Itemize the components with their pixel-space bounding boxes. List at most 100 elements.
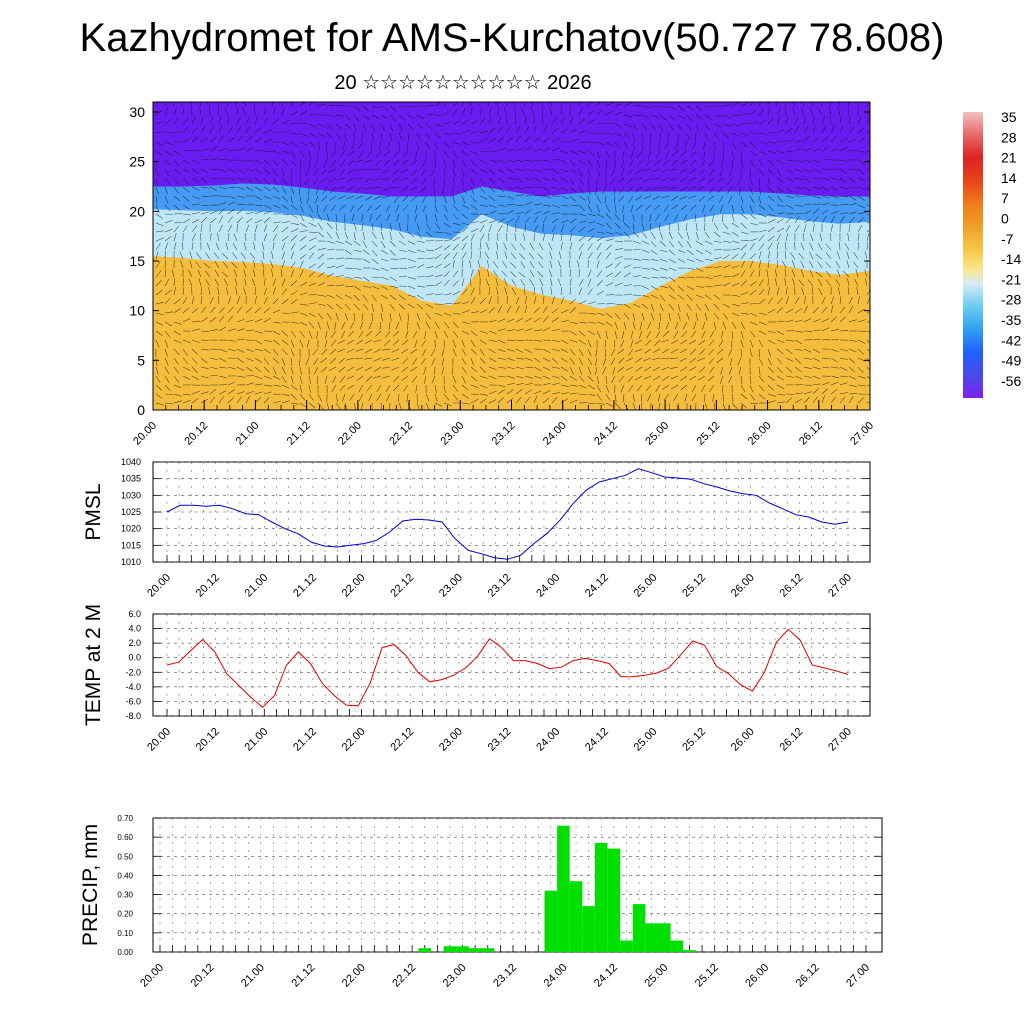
precip-y-tick-label: 0.50 xyxy=(117,852,133,861)
precip-x-tick-label: 21.12 xyxy=(289,962,317,990)
pmsl-y-tick-label: 1010 xyxy=(121,557,141,567)
pmsl-x-tick-label: 24.00 xyxy=(534,572,562,600)
precip-bar xyxy=(481,948,495,952)
pmsl-x-tick-label: 26.00 xyxy=(729,572,757,600)
pmsl-panel: 1040 1035 1030 1025 1020 1015 1010 20.00 20.12 21… xyxy=(82,457,871,600)
precip-x-tick-label: 23.12 xyxy=(491,962,519,990)
precip-bar xyxy=(670,940,684,952)
colorbar-label: 21 xyxy=(1001,150,1017,166)
pmsl-x-tick-label: 22.00 xyxy=(340,572,368,600)
precip-bar xyxy=(607,848,621,952)
cross-section-x-tick-label: 22.00 xyxy=(336,420,364,448)
precip-bar xyxy=(443,946,457,952)
cross-section-y-tick-label: 25 xyxy=(129,154,145,170)
cross-section-x-tick-label: 21.00 xyxy=(234,420,262,448)
colorbar-label: -35 xyxy=(1001,312,1021,328)
colorbar-label: -42 xyxy=(1001,332,1021,348)
precip-bars xyxy=(418,825,696,952)
precip-bar xyxy=(632,904,646,952)
colorbar-label: 28 xyxy=(1001,129,1017,145)
pmsl-x-tick-label: 25.12 xyxy=(680,572,708,600)
temp-x-tick-label: 21.00 xyxy=(242,726,270,754)
cross-section-x-tick-label: 26.12 xyxy=(797,420,825,448)
cross-section-x-tick-label: 20.12 xyxy=(182,420,210,448)
pmsl-y-tick-label: 1020 xyxy=(121,524,141,534)
cross-section-x-tick-label: 25.12 xyxy=(695,420,723,448)
precip-bar xyxy=(645,923,658,952)
pmsl-x-tick-label: 27.00 xyxy=(826,572,854,600)
temp-x-tick-label: 20.00 xyxy=(145,726,173,754)
colorbar-label: -56 xyxy=(1001,373,1021,389)
colorbar-label: 0 xyxy=(1001,211,1009,227)
cross-section-x-tick-label: 20.00 xyxy=(131,420,159,448)
temp-y-tick-label: -6.0 xyxy=(125,696,141,706)
temp-x-tick-label: 25.00 xyxy=(632,726,660,754)
pmsl-x-tick-label: 20.00 xyxy=(145,572,173,600)
precip-y-tick-label: 0.10 xyxy=(117,929,133,938)
precip-x-tick-label: 26.00 xyxy=(743,962,771,990)
cold-layer xyxy=(153,102,870,197)
colorbar-label: -49 xyxy=(1001,353,1021,369)
cross-section-x-tick-label: 26.00 xyxy=(746,420,774,448)
temp-y-tick-label: 0.0 xyxy=(128,653,141,663)
precip-bar xyxy=(582,906,595,952)
colorbar-label: 35 xyxy=(1001,109,1017,125)
pmsl-x-tick-label: 22.12 xyxy=(388,572,416,600)
cross-section-y-tick-label: 15 xyxy=(129,253,145,269)
temp-x-tick-label: 27.00 xyxy=(826,726,854,754)
cross-section-y-tick-label: 30 xyxy=(129,104,145,120)
temp-x-tick-label: 24.12 xyxy=(583,726,611,754)
page-subtitle: 20 ☆☆☆☆☆☆☆☆☆☆ 2026 xyxy=(334,72,592,94)
temp-x-tick-label: 26.12 xyxy=(778,726,806,754)
temp-x-tick-label: 20.12 xyxy=(194,726,222,754)
colorbar: 35 28 21 14 7 0 -7 -14 -21 -28 -35 -42 -49 -56 xyxy=(963,109,1021,398)
precip-x-tick-label: 24.12 xyxy=(592,962,620,990)
cross-section-y-axis: 0 5 10 15 20 25 30 xyxy=(129,104,870,418)
cross-section-x-tick-label: 22.12 xyxy=(387,420,415,448)
temp-x-tick-label: 23.00 xyxy=(437,726,465,754)
temp-x-tick-label: 22.00 xyxy=(340,726,368,754)
temp-y-tick-label: 4.0 xyxy=(128,624,141,634)
colorbar-label: -28 xyxy=(1001,292,1021,308)
precip-bar xyxy=(620,940,633,952)
precip-x-tick-label: 22.00 xyxy=(340,962,368,990)
cross-section-x-tick-label: 24.12 xyxy=(592,420,620,448)
precip-x-tick-label: 20.00 xyxy=(138,962,166,990)
temp-x-tick-label: 26.00 xyxy=(729,726,757,754)
precip-axis-label: PRECIP, mm xyxy=(79,824,102,946)
precip-x-tick-label: 24.00 xyxy=(542,962,570,990)
precip-y-tick-label: 0.00 xyxy=(117,948,133,957)
pmsl-axis-label: PMSL xyxy=(82,483,105,540)
cross-section-y-tick-label: 10 xyxy=(129,303,145,319)
cross-section-x-tick-label: 23.12 xyxy=(490,420,518,448)
temp-series-line xyxy=(166,628,849,708)
precip-y-tick-label: 0.40 xyxy=(117,871,133,880)
cross-section-panel: 0 5 10 15 20 25 30 20.00 20.12 21.00 21.12 22.00 22… xyxy=(129,101,876,448)
colorbar-label: -21 xyxy=(1001,271,1021,287)
precip-x-tick-label: 25.00 xyxy=(642,962,670,990)
colorbar-label: -7 xyxy=(1001,231,1014,247)
precip-bar xyxy=(557,825,570,952)
cross-section-x-tick-label: 27.00 xyxy=(848,420,876,448)
precip-x-tick-label: 21.00 xyxy=(239,962,267,990)
temp-x-tick-label: 23.12 xyxy=(486,726,514,754)
pmsl-x-tick-label: 26.12 xyxy=(778,572,806,600)
pmsl-x-tick-label: 21.12 xyxy=(291,572,319,600)
precip-y-tick-label: 0.30 xyxy=(117,891,133,900)
cross-section-x-tick-label: 23.00 xyxy=(438,420,466,448)
temp-x-tick-label: 22.12 xyxy=(388,726,416,754)
pmsl-x-tick-label: 21.00 xyxy=(242,572,270,600)
precip-y-tick-label: 0.70 xyxy=(117,814,133,823)
temp-y-tick-label: -2.0 xyxy=(125,667,141,677)
pmsl-x-tick-label: 25.00 xyxy=(632,572,660,600)
colorbar-label: 14 xyxy=(1001,170,1017,186)
cross-section-x-tick-label: 25.00 xyxy=(643,420,671,448)
colorbar-gradient xyxy=(963,112,983,398)
precip-bar xyxy=(683,950,696,952)
precip-bar xyxy=(658,923,671,952)
precip-x-tick-label: 23.00 xyxy=(441,962,469,990)
precip-x-tick-label: 26.12 xyxy=(794,962,822,990)
pmsl-x-tick-label: 23.00 xyxy=(437,572,465,600)
precip-x-tick-label: 22.12 xyxy=(390,962,418,990)
